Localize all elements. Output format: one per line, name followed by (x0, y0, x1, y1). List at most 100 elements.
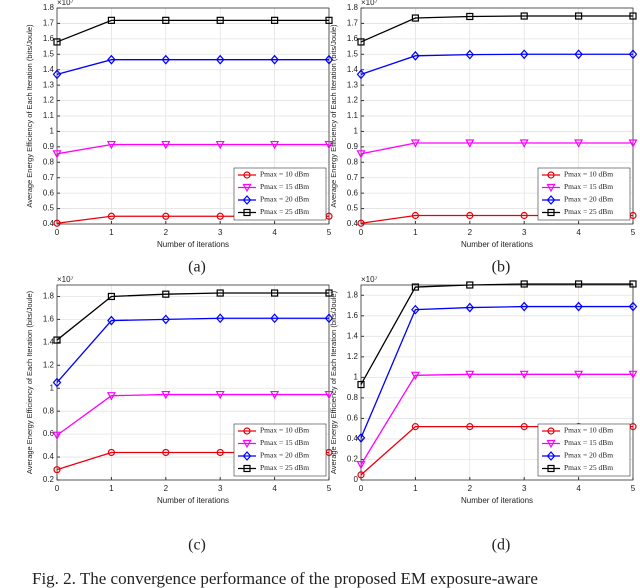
marker (547, 427, 555, 435)
x-tick-label: 3 (218, 484, 223, 493)
y-tick-label: 0.4 (347, 434, 359, 443)
marker (629, 280, 637, 288)
x-tick-label: 1 (413, 484, 418, 493)
marker (107, 292, 116, 301)
marker (161, 390, 171, 400)
marker (520, 423, 528, 431)
y-tick-label: 1.3 (347, 80, 359, 89)
plot-frame (360, 7, 634, 225)
marker (466, 423, 474, 431)
legend-label: Pmax = 20 dBm (564, 451, 613, 460)
y-tick-label: 1.4 (43, 337, 55, 346)
marker (215, 54, 225, 65)
legend-label: Pmax = 20 dBm (564, 195, 613, 204)
y-tick-label: 1.4 (347, 331, 359, 340)
legend-label: Pmax = 15 dBm (260, 438, 309, 447)
marker (161, 54, 171, 65)
marker (243, 464, 251, 473)
marker (216, 289, 224, 297)
x-tick-label: 3 (218, 228, 223, 237)
y-tick-label: 0.6 (43, 429, 55, 438)
marker (106, 392, 116, 401)
y-tick-label: 0.2 (347, 455, 359, 464)
legend-label: Pmax = 10 dBm (564, 170, 613, 179)
legend-label: Pmax = 15 dBm (564, 438, 613, 447)
marker (574, 280, 583, 288)
marker (519, 370, 529, 380)
y-tick-label: 1.1 (347, 111, 359, 120)
marker (106, 140, 116, 150)
marker (547, 464, 555, 473)
y-tick-label: 1.4 (347, 65, 359, 74)
exponent-label: ×10⁷ (361, 0, 378, 7)
x-tick-label: 0 (359, 228, 364, 237)
marker (411, 304, 420, 315)
legend-label: Pmax = 20 dBm (260, 195, 309, 204)
marker (356, 150, 366, 159)
y-tick-label: 1.7 (43, 19, 55, 28)
marker (357, 471, 365, 479)
marker (574, 139, 584, 148)
legend-label: Pmax = 10 dBm (260, 170, 309, 179)
marker (243, 171, 251, 179)
y-tick-label: 0.4 (43, 219, 55, 228)
marker (242, 451, 252, 461)
marker (356, 69, 366, 80)
marker (52, 377, 62, 388)
y-tick-label: 0.4 (347, 219, 359, 228)
y-tick-label: 0.6 (43, 188, 55, 197)
y-tick-label: 1.2 (43, 360, 55, 369)
marker (547, 208, 555, 217)
marker (546, 439, 556, 449)
marker (519, 49, 529, 60)
marker (107, 448, 116, 457)
y-tick-label: 0.5 (347, 204, 359, 213)
y-tick-label: 0.8 (43, 406, 55, 415)
marker (162, 448, 170, 457)
marker (466, 12, 474, 21)
marker (53, 38, 61, 46)
legend-label: Pmax = 25 dBm (260, 463, 309, 472)
y-tick-label: 0 (354, 475, 359, 484)
y-tick-label: 1 (354, 127, 359, 136)
series-line (56, 143, 329, 155)
x-tick-label: 5 (327, 484, 332, 493)
marker (162, 16, 170, 24)
y-tick-label: 1.5 (347, 49, 359, 58)
y-tick-label: 1.6 (347, 311, 359, 320)
marker (411, 283, 419, 291)
y-axis-label: Average Energy Efficiency of Each Iterat… (329, 24, 338, 208)
x-tick-label: 4 (272, 484, 277, 493)
marker (546, 451, 556, 461)
y-tick-label: 0.2 (43, 475, 55, 484)
marker (411, 50, 420, 61)
legend-label: Pmax = 25 dBm (260, 207, 309, 216)
marker (357, 38, 365, 46)
y-tick-label: 0.8 (43, 157, 55, 166)
y-tick-label: 1.5 (43, 49, 55, 58)
marker (215, 313, 225, 324)
marker (107, 54, 116, 65)
x-tick-label: 2 (164, 484, 169, 493)
marker (628, 139, 638, 148)
series-line (56, 393, 329, 436)
legend-label: Pmax = 25 dBm (564, 463, 613, 472)
x-tick-label: 0 (55, 484, 60, 493)
legend-label: Pmax = 10 dBm (260, 426, 309, 435)
marker (356, 433, 366, 443)
marker (574, 49, 583, 60)
marker (325, 289, 333, 297)
marker (216, 448, 224, 457)
marker (628, 49, 638, 60)
marker (356, 461, 366, 470)
marker (546, 195, 556, 205)
exponent-label: ×10⁷ (361, 275, 378, 284)
y-tick-label: 1.8 (43, 292, 55, 301)
panel-label: (d) (492, 537, 511, 554)
marker (53, 466, 61, 474)
y-tick-label: 1.2 (43, 96, 55, 105)
y-tick-label: 1.8 (43, 3, 55, 12)
x-tick-label: 2 (164, 228, 169, 237)
